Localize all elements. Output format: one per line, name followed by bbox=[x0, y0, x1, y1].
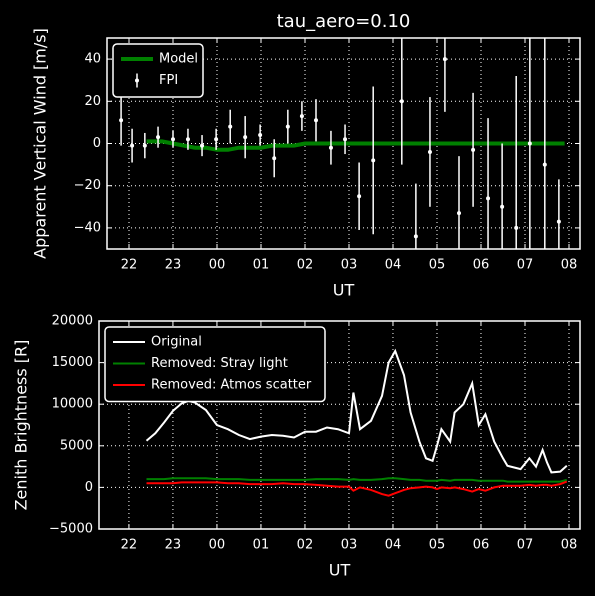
x-axis-label: UT bbox=[333, 281, 355, 300]
marker bbox=[371, 158, 376, 163]
legend-frame bbox=[104, 326, 326, 403]
marker bbox=[243, 135, 248, 140]
x-axis-label: UT bbox=[329, 561, 351, 580]
marker bbox=[299, 114, 304, 119]
y-tick-label: 0 bbox=[85, 480, 93, 495]
y-tick-label: −20 bbox=[74, 178, 101, 193]
y-tick-label: 5000 bbox=[60, 438, 93, 453]
x-tick-label: 03 bbox=[341, 538, 358, 553]
marker bbox=[514, 225, 519, 230]
x-tick-label: 02 bbox=[297, 538, 314, 553]
x-tick-label: 06 bbox=[473, 538, 490, 553]
marker bbox=[542, 162, 547, 167]
y-tick-label: 10000 bbox=[52, 397, 93, 412]
y-axis-label: Apparent Vertical Wind [m/s] bbox=[31, 28, 50, 259]
x-tick-label: 07 bbox=[517, 538, 534, 553]
marker bbox=[285, 124, 290, 129]
y-axis-label: Zenith Brightness [R] bbox=[12, 340, 31, 511]
marker bbox=[214, 137, 219, 142]
series-group bbox=[145, 348, 568, 497]
marker bbox=[486, 196, 491, 201]
legend-swatch bbox=[135, 78, 139, 83]
legend-label: Removed: Atmos scatter bbox=[151, 378, 312, 393]
marker bbox=[258, 133, 263, 138]
legend-label: Removed: Stray light bbox=[151, 356, 288, 371]
marker bbox=[156, 135, 161, 140]
y-tick-label: 40 bbox=[84, 52, 101, 67]
axes-frame bbox=[98, 320, 581, 530]
x-tick-label: 04 bbox=[385, 258, 402, 273]
marker bbox=[457, 211, 461, 216]
y-tick-label: 0 bbox=[93, 136, 101, 151]
y-tick-label: 15000 bbox=[52, 355, 93, 370]
marker bbox=[119, 118, 124, 123]
y-tick-label: 20000 bbox=[52, 314, 93, 329]
legend-label: Model bbox=[159, 52, 198, 67]
marker bbox=[427, 149, 432, 154]
x-tick-label: 22 bbox=[121, 258, 138, 273]
legend: Original Removed: Stray light Removed: Atm… bbox=[104, 326, 326, 403]
x-tick-label: 08 bbox=[561, 258, 578, 273]
marker bbox=[130, 143, 135, 148]
axes-frame bbox=[106, 37, 581, 250]
x-tick-label: 05 bbox=[429, 258, 446, 273]
x-tick-label: 22 bbox=[121, 538, 138, 553]
marker bbox=[328, 145, 333, 150]
plot: 22 23 00 01 02 03 04 05 06 07 08 −40 −20 0 20 40 tau_aer… bbox=[31, 11, 581, 300]
legend-label: Original bbox=[151, 335, 202, 350]
line bbox=[145, 348, 568, 474]
x-tick-label: 23 bbox=[165, 258, 182, 273]
marker bbox=[272, 156, 277, 161]
x-tick-label: 07 bbox=[517, 258, 534, 273]
marker bbox=[413, 234, 418, 239]
marker bbox=[556, 219, 561, 224]
x-tick-label: 01 bbox=[253, 258, 270, 273]
marker bbox=[171, 137, 175, 142]
x-tick-label: 04 bbox=[385, 538, 402, 553]
marker bbox=[343, 137, 348, 142]
y-tick-label: −5000 bbox=[49, 522, 93, 537]
x-tick-label: 23 bbox=[165, 538, 182, 553]
x-tick-label: 03 bbox=[341, 258, 358, 273]
marker bbox=[228, 124, 233, 129]
x-tick-label: 05 bbox=[429, 538, 446, 553]
y-tick-label: −40 bbox=[74, 220, 101, 235]
marker bbox=[314, 118, 318, 123]
marker bbox=[471, 147, 476, 152]
x-tick-label: 00 bbox=[209, 258, 226, 273]
marker bbox=[527, 141, 532, 146]
x-tick-label: 01 bbox=[253, 538, 270, 553]
marker bbox=[185, 137, 190, 142]
series-group bbox=[119, 38, 565, 249]
line bbox=[146, 477, 568, 483]
marker bbox=[500, 204, 505, 209]
x-tick-label: 02 bbox=[297, 258, 314, 273]
x-tick-label: 06 bbox=[473, 258, 490, 273]
marker bbox=[399, 99, 404, 104]
legend: Model FPI bbox=[112, 43, 204, 98]
marker bbox=[142, 143, 147, 148]
marker bbox=[200, 143, 205, 148]
x-tick-label: 08 bbox=[561, 538, 578, 553]
plot: 22 23 00 01 02 03 04 05 06 07 08 −5000 0 5000 10000 150… bbox=[12, 314, 581, 580]
chart-title: tau_aero=0.10 bbox=[277, 11, 411, 32]
marker bbox=[357, 194, 362, 199]
marker bbox=[442, 57, 447, 62]
x-tick-label: 00 bbox=[209, 538, 226, 553]
legend-label: FPI bbox=[159, 73, 178, 88]
line bbox=[146, 480, 568, 497]
y-tick-label: 20 bbox=[84, 94, 101, 109]
